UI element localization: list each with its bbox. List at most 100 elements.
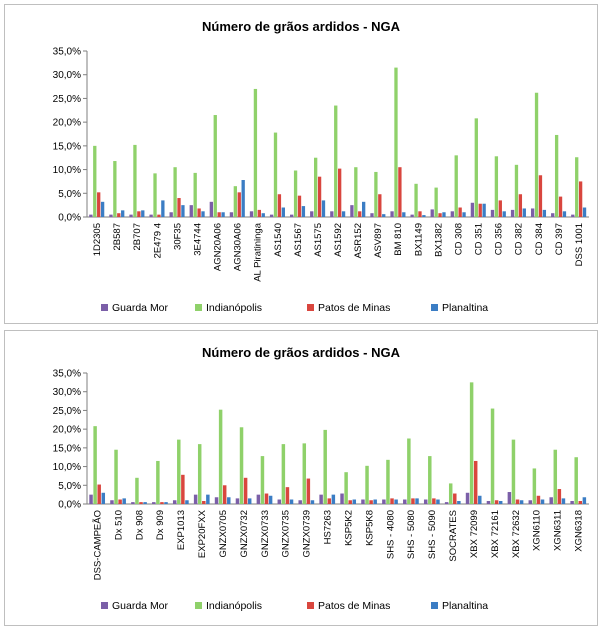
bar-guarda-mor (507, 492, 512, 504)
bar-indianópolis (293, 170, 298, 217)
legend-label: Guarda Mor (112, 600, 169, 612)
bar-guarda-mor (340, 493, 344, 504)
bar-indianópolis (253, 88, 258, 217)
y-tick-label: 10,0% (53, 462, 81, 473)
bar-indianópolis (532, 468, 537, 504)
legend-swatch (307, 304, 314, 311)
category-label: AS1575 (313, 223, 324, 257)
y-tick-label: 30,0% (53, 387, 81, 398)
bar-indianópolis (302, 443, 307, 504)
category-label: AS1567 (293, 223, 304, 257)
bar-indianópolis (314, 157, 318, 217)
bar-patos-de-minas (494, 500, 499, 504)
bar-patos-de-minas (432, 498, 436, 504)
category-label: XGN6318 (574, 510, 585, 552)
bar-indianópolis (193, 172, 197, 217)
bar-planaltina (181, 205, 185, 217)
bar-guarda-mor (530, 208, 535, 217)
bar-indianópolis (135, 477, 139, 504)
bar-guarda-mor (571, 214, 575, 217)
bar-guarda-mor (350, 205, 354, 217)
bar-indianópolis (334, 105, 338, 217)
bar-patos-de-minas (348, 500, 352, 504)
bar-planaltina (164, 502, 168, 504)
bar-planaltina (185, 500, 189, 504)
bar-guarda-mor (450, 211, 454, 217)
bar-planaltina (289, 499, 294, 504)
bar-planaltina (341, 211, 346, 217)
bar-planaltina (247, 498, 252, 504)
y-tick-label: 0,0% (58, 213, 81, 224)
category-label: Dx 510 (113, 510, 124, 540)
bar-planaltina (301, 206, 306, 217)
category-label: BX1149 (413, 223, 424, 256)
bar-patos-de-minas (578, 501, 583, 504)
category-label: CD 308 (453, 223, 464, 255)
bar-indianópolis (173, 167, 177, 217)
bar-patos-de-minas (297, 195, 302, 217)
bar-planaltina (502, 211, 506, 217)
bar-planaltina (582, 497, 587, 504)
y-tick-label: 25,0% (53, 94, 81, 105)
bar-indianópolis (511, 439, 516, 504)
bar-guarda-mor (390, 211, 394, 217)
category-label: CD 356 (494, 223, 505, 255)
bar-guarda-mor (256, 494, 261, 504)
category-label: AGN20A06 (213, 223, 224, 271)
category-label: XBX 72099 (469, 510, 480, 558)
bar-patos-de-minas (306, 478, 311, 504)
bar-planaltina (394, 499, 398, 504)
bar-planaltina (201, 211, 205, 217)
y-tick-label: 10,0% (53, 165, 81, 176)
legend-swatch (101, 602, 108, 609)
bar-indianópolis (281, 444, 286, 504)
bar-patos-de-minas (498, 200, 502, 217)
bar-planaltina (562, 211, 567, 217)
bar-planaltina (436, 499, 440, 504)
category-label: ASV897 (373, 223, 384, 258)
bar-planaltina (122, 498, 126, 504)
bar-patos-de-minas (139, 502, 143, 504)
bar-chart-bottom: Número de grãos ardidos - NGA 0,0% 5,0% 10… (53, 345, 589, 612)
bar-guarda-mor (444, 502, 449, 504)
bar-indianópolis (354, 167, 358, 217)
category-label: KSP5K2 (343, 510, 354, 546)
bar-indianópolis (374, 171, 378, 217)
bar-patos-de-minas (453, 493, 457, 504)
bar-guarda-mor (410, 214, 414, 217)
bar-patos-de-minas (557, 489, 562, 504)
bar-guarda-mor (109, 214, 113, 217)
bar-indianópolis (553, 449, 558, 504)
bar-patos-de-minas (390, 498, 394, 504)
bar-indianópolis (153, 173, 157, 217)
bar-indianópolis (114, 449, 118, 504)
bar-guarda-mor (214, 497, 219, 504)
bar-indianópolis (428, 456, 432, 504)
bar-guarda-mor (361, 499, 365, 504)
bar-guarda-mor (486, 501, 491, 504)
category-label: XGN6110 (532, 510, 543, 551)
bar-patos-de-minas (160, 502, 164, 504)
bar-indianópolis (575, 157, 579, 217)
bar-planaltina (415, 498, 419, 504)
bar-indianópolis (469, 382, 474, 504)
bar-guarda-mor (149, 214, 153, 217)
bar-indianópolis (394, 67, 398, 217)
y-tick-label: 30,0% (53, 70, 81, 81)
legend-swatch (101, 304, 108, 311)
bar-guarda-mor (549, 497, 553, 504)
bar-planaltina (542, 209, 547, 217)
category-label: AS1540 (273, 223, 284, 257)
category-label: BM 810 (393, 223, 404, 256)
category-label: EXP1013 (176, 510, 187, 550)
bar-planaltina (498, 501, 503, 504)
bar-patos-de-minas (117, 213, 121, 217)
bar-planaltina (101, 492, 106, 504)
bar-patos-de-minas (369, 500, 373, 504)
category-label: SHS - 5090 (427, 510, 438, 559)
bar-patos-de-minas (578, 181, 583, 217)
bar-guarda-mor (330, 211, 334, 217)
bar-patos-de-minas (181, 474, 185, 504)
bar-indianópolis (534, 92, 539, 217)
bar-patos-de-minas (118, 499, 122, 504)
